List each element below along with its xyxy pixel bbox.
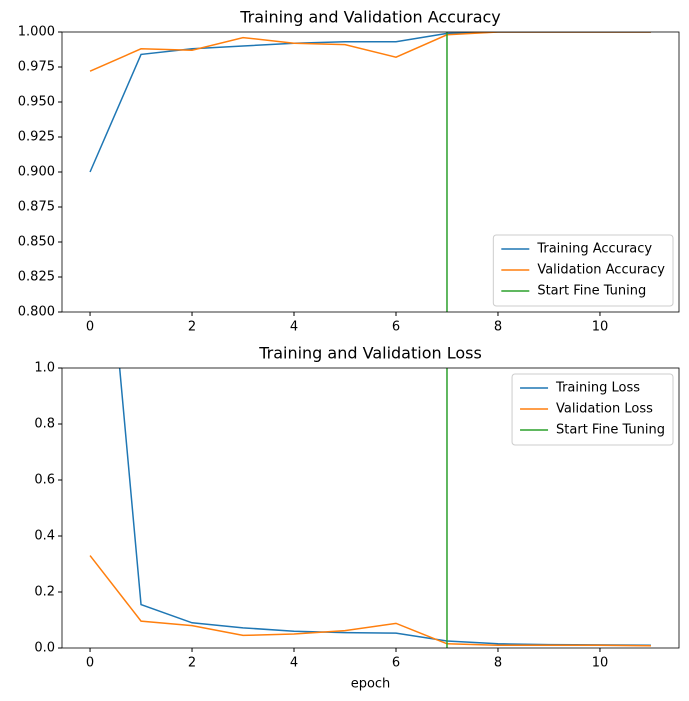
x-tick-label: 6	[392, 656, 400, 671]
chart-title: Training and Validation Accuracy	[239, 8, 501, 27]
x-tick-label: 6	[392, 320, 400, 335]
y-tick-label: 0.6	[34, 473, 55, 488]
x-tick-label: 2	[188, 656, 196, 671]
y-tick-label: 1.000	[18, 25, 55, 40]
x-tick-label: 8	[494, 320, 502, 335]
plot-frame	[61, 31, 680, 313]
line-series	[89, 32, 651, 173]
legend-box	[511, 373, 674, 446]
legend: Training Loss Validation Loss Start Fine T…	[511, 373, 674, 446]
chart-title: Training and Validation Loss	[258, 344, 482, 363]
y-tick-label: 0.0	[34, 641, 55, 656]
x-tick-label: 0	[86, 656, 94, 671]
legend-label: Start Fine Tuning	[556, 423, 665, 438]
legend-label: Training Accuracy	[536, 242, 652, 257]
line-series	[89, 32, 651, 72]
y-tick-label: 0.2	[34, 585, 55, 600]
x-tick-label: 4	[290, 320, 298, 335]
plot-area	[89, 368, 651, 648]
x-tick-label: 10	[592, 320, 609, 335]
y-tick-label: 0.8	[34, 417, 55, 432]
chart: Training and Validation Loss 0 2 4 6 8 10 0.0 0.…	[34, 344, 680, 692]
legend: Training Accuracy Validation Accuracy Star…	[492, 234, 674, 307]
y-tick-label: 0.825	[18, 270, 55, 285]
y-tick-label: 0.900	[18, 165, 55, 180]
y-tick-label: 0.4	[34, 529, 55, 544]
legend-label: Validation Accuracy	[537, 263, 665, 278]
plot-area	[89, 32, 651, 312]
legend-label: Start Fine Tuning	[537, 284, 646, 299]
x-tick-label: 0	[86, 320, 94, 335]
x-tick-label: 4	[290, 656, 298, 671]
x-axis-label: epoch	[351, 677, 391, 692]
line-series	[89, 555, 651, 647]
y-tick-label: 0.800	[18, 305, 55, 320]
legend-box	[492, 234, 674, 307]
legend-label: Validation Loss	[556, 402, 653, 417]
chart: Training and Validation Accuracy 0 2 4 6 8 10 0…	[18, 8, 680, 335]
legend-label: Training Loss	[555, 381, 640, 396]
y-tick-label: 0.925	[18, 130, 55, 145]
y-tick-label: 0.950	[18, 95, 55, 110]
y-tick-label: 0.975	[18, 60, 55, 75]
y-tick-label: 0.850	[18, 235, 55, 250]
x-tick-label: 2	[188, 320, 196, 335]
y-tick-label: 0.875	[18, 200, 55, 215]
x-tick-label: 10	[592, 656, 609, 671]
y-tick-label: 1.0	[34, 361, 55, 376]
plot-frame	[61, 367, 680, 649]
x-tick-label: 8	[494, 656, 502, 671]
